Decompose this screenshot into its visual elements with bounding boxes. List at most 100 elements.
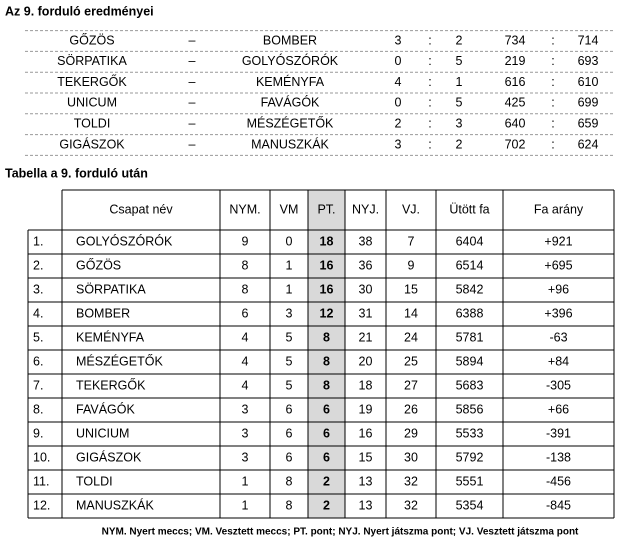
result-cell: KEMÉNYFA [256, 74, 325, 89]
result-cell: : [551, 116, 554, 130]
result-cell: 714 [578, 33, 599, 47]
table-cell: -305 [546, 378, 571, 392]
table-cell: 0 [286, 234, 293, 248]
table-cell: FAVÁGÓK [76, 401, 135, 416]
table-cell: 5. [33, 330, 43, 344]
table-cell: SÖRPATIKA [76, 282, 146, 296]
result-cell: : [428, 33, 431, 47]
result-cell: 640 [505, 116, 526, 130]
table-cell: 5683 [456, 378, 484, 392]
result-cell: 734 [505, 33, 526, 47]
table-cell: 8 [323, 378, 330, 392]
result-cell: : [428, 54, 431, 68]
table-cell: 6 [323, 450, 330, 464]
table-cell: 8 [323, 330, 330, 344]
table-cell: MÉSZÉGETŐK [76, 353, 163, 368]
result-cell: : [428, 96, 431, 110]
result-cell: TOLDI [74, 116, 111, 130]
table-cell: GOLYÓSZÓRÓK [76, 233, 173, 248]
table-cell: 2 [323, 498, 330, 512]
table-cell: 29 [404, 426, 418, 440]
result-cell: 659 [578, 116, 599, 130]
result-cell: UNICUM [67, 96, 117, 110]
table-cell: 32 [404, 498, 418, 512]
result-cell: 0 [395, 96, 402, 110]
table-cell: 36 [359, 258, 373, 272]
table-cell: GŐZÖS [76, 257, 121, 272]
result-cell: GIGÁSZOK [59, 136, 125, 151]
table-cell: 6 [323, 426, 330, 440]
table-cell: 6 [323, 402, 330, 416]
table-cell: 7 [408, 234, 415, 248]
table-cell: TEKERGŐK [76, 377, 146, 392]
table-cell: 8. [33, 402, 43, 416]
result-cell: – [189, 54, 196, 68]
table-cell: 2 [323, 474, 330, 488]
result-cell: 624 [578, 137, 599, 151]
table-cell: 6 [242, 306, 249, 320]
table-cell: 19 [359, 402, 373, 416]
result-cell: 5 [456, 96, 463, 110]
result-cell: – [189, 33, 196, 47]
table-cell: 30 [359, 282, 373, 296]
result-cell: MANUSZKÁK [251, 136, 329, 151]
header-cell: Csapat név [109, 202, 173, 216]
table-cell: +84 [548, 354, 569, 368]
result-cell: BOMBER [263, 33, 317, 47]
result-cell: – [189, 75, 196, 89]
table-cell: 3 [286, 306, 293, 320]
result-cell: : [551, 33, 554, 47]
result-cell: : [551, 54, 554, 68]
table-cell: 3 [242, 450, 249, 464]
table-cell: 6388 [456, 306, 484, 320]
table-cell: KEMÉNYFA [76, 329, 145, 344]
table-cell: 6 [286, 402, 293, 416]
result-cell: 0 [395, 54, 402, 68]
result-cell: 5 [456, 54, 463, 68]
table-cell: 16 [320, 282, 334, 296]
table-cell: 15 [404, 282, 418, 296]
result-cell: : [428, 75, 431, 89]
table-cell: 2. [33, 258, 43, 272]
result-cell: : [551, 137, 554, 151]
result-cell: : [428, 137, 431, 151]
table-cell: 3 [242, 426, 249, 440]
table-cell: 8 [286, 474, 293, 488]
pt-column-bg [308, 190, 345, 518]
result-cell: 219 [505, 54, 526, 68]
table-cell: -845 [546, 498, 571, 512]
result-cell: 2 [395, 116, 402, 130]
result-cell: : [551, 96, 554, 110]
table-cell: 26 [404, 402, 418, 416]
table-cell: 1. [33, 234, 43, 248]
result-cell: 3 [456, 116, 463, 130]
table-cell: 8 [286, 498, 293, 512]
table-cell: 8 [242, 282, 249, 296]
table-cell: 1 [242, 474, 249, 488]
table-cell: 4. [33, 306, 43, 320]
table-cell: 5792 [456, 450, 484, 464]
table-cell: 4 [242, 330, 249, 344]
result-cell: 702 [505, 137, 526, 151]
table-cell: 13 [359, 474, 373, 488]
table-cell: 9 [242, 234, 249, 248]
standings-title: Tabella a 9. forduló után [5, 166, 148, 180]
table-cell: 5894 [456, 354, 484, 368]
table-cell: -138 [546, 450, 571, 464]
table-cell: 8 [242, 258, 249, 272]
table-cell: 5551 [456, 474, 484, 488]
result-cell: GOLYÓSZÓRÓK [242, 53, 339, 68]
table-cell: 10. [33, 450, 50, 464]
result-cell: 2 [456, 137, 463, 151]
result-cell: 3 [395, 137, 402, 151]
table-cell: MANUSZKÁK [76, 497, 154, 512]
table-cell: 18 [359, 378, 373, 392]
table-cell: 9 [408, 258, 415, 272]
result-cell: 699 [578, 96, 599, 110]
header-cell: Ütött fa [449, 202, 489, 216]
table-cell: 11. [33, 474, 49, 488]
result-cell: – [189, 137, 196, 151]
table-cell: 1 [286, 282, 293, 296]
table-cell: 3. [33, 282, 43, 296]
